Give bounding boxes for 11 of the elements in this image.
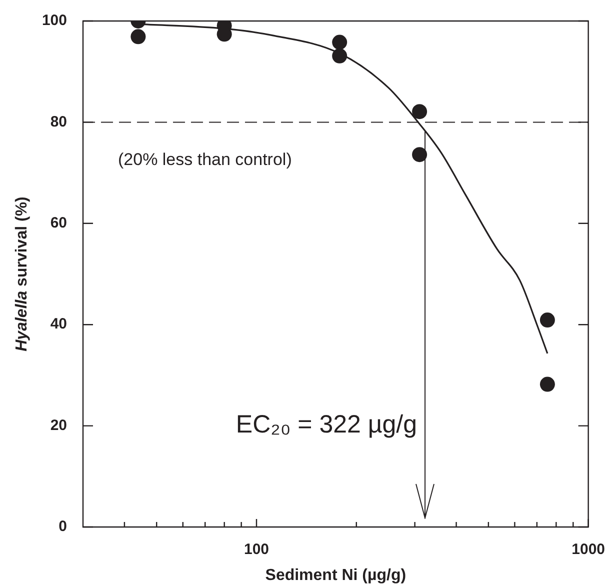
y-tick-label: 0: [58, 518, 67, 536]
y-tick-label: 40: [50, 316, 67, 333]
y-tick-label: 60: [50, 214, 67, 232]
ref-line-label: EC₂₀ = 322 µg/g: [236, 410, 418, 439]
y-tick-label: 80: [50, 113, 67, 130]
y-axis-title: Hyalella survival (%): [13, 196, 30, 352]
x-tick-label: 1000: [572, 541, 606, 558]
ref-line-label: (20% less than control): [118, 150, 292, 169]
y-tick-label: 100: [42, 12, 67, 30]
y-tick-label: 20: [50, 416, 67, 434]
x-axis-title: Sediment Ni (µg/g): [265, 566, 406, 584]
